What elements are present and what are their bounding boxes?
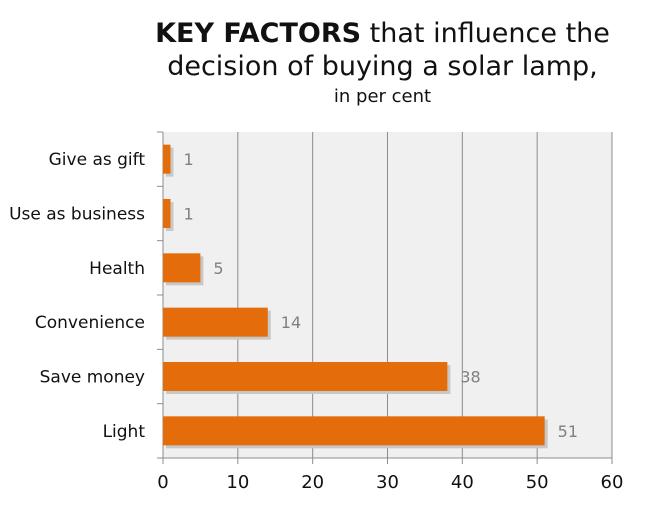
data-label: 1 bbox=[183, 150, 193, 169]
bar bbox=[163, 144, 171, 174]
bar bbox=[163, 362, 448, 391]
bar bbox=[163, 199, 171, 228]
bars bbox=[163, 144, 548, 449]
axes bbox=[157, 131, 613, 464]
title-bold: KEY FACTORS bbox=[155, 18, 362, 49]
data-label: 38 bbox=[460, 368, 480, 387]
category-label: Save money bbox=[40, 368, 145, 388]
bar bbox=[163, 416, 545, 446]
category-label: Use as business bbox=[9, 205, 145, 225]
chart-subtitle: in per cent bbox=[333, 85, 432, 107]
chart-title: KEY FACTORS that influence the decision … bbox=[0, 18, 645, 108]
x-tick-label: 60 bbox=[601, 472, 624, 493]
data-label: 51 bbox=[558, 422, 578, 441]
x-tick-label: 30 bbox=[376, 472, 399, 493]
x-tick-label: 20 bbox=[301, 472, 324, 493]
data-label: 5 bbox=[213, 259, 223, 278]
gridlines bbox=[237, 132, 613, 458]
title-line-1: KEY FACTORS that influence the bbox=[0, 18, 645, 51]
data-label: 1 bbox=[183, 205, 193, 224]
data-label: 14 bbox=[281, 313, 301, 332]
category-label: Light bbox=[103, 422, 146, 442]
labels: 0 10 20 30 40 50 60 Give as gift 1 Use as busines… bbox=[9, 150, 623, 493]
bar bbox=[163, 253, 201, 283]
x-tick-label: 50 bbox=[526, 472, 549, 493]
x-tick-label: 0 bbox=[157, 472, 168, 493]
category-label: Convenience bbox=[35, 313, 145, 333]
bar bbox=[163, 307, 268, 337]
title-rest: that influence the bbox=[361, 18, 610, 49]
category-label: Give as gift bbox=[49, 150, 146, 170]
x-tick-label: 10 bbox=[226, 472, 249, 493]
title-line-2: decision of buying a solar lamp, bbox=[167, 50, 598, 82]
x-tick-label: 40 bbox=[451, 472, 474, 493]
category-label: Health bbox=[89, 259, 145, 279]
